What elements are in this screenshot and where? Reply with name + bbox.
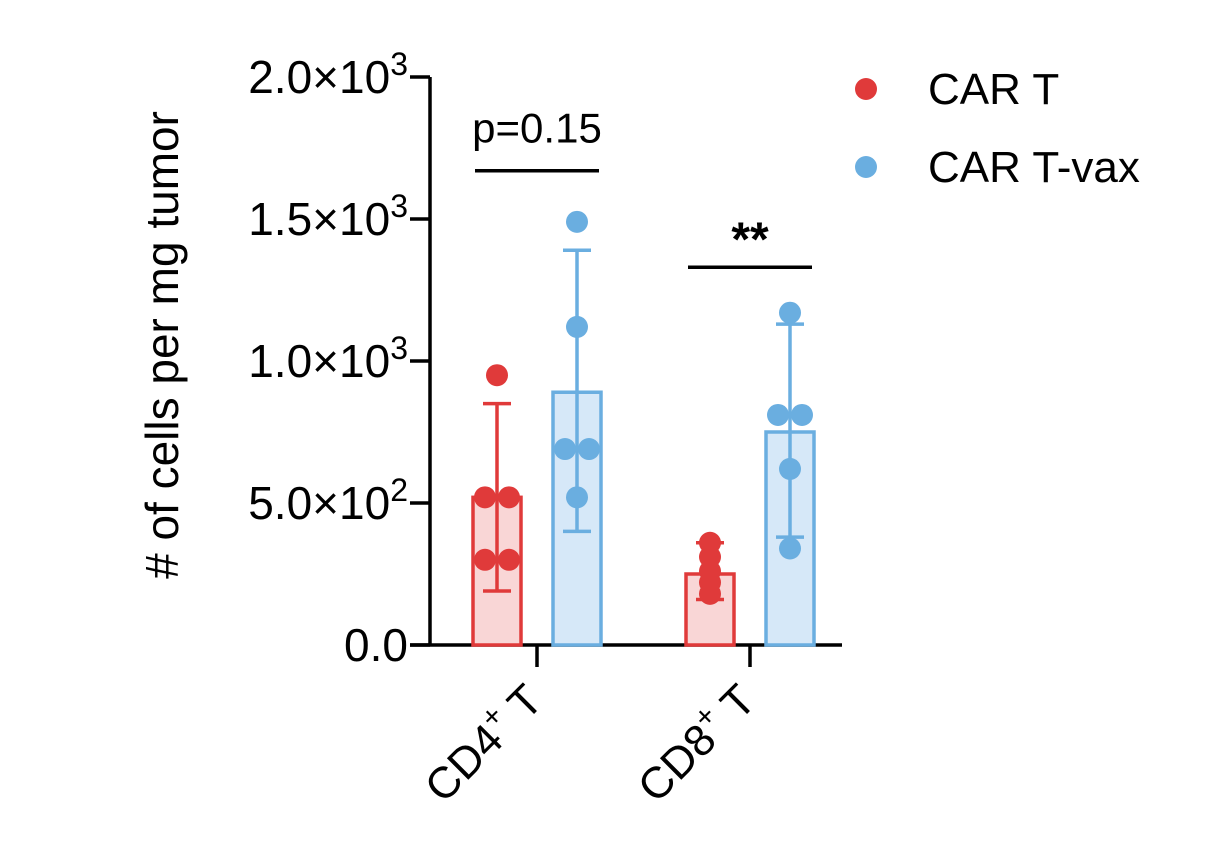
data-point (791, 403, 813, 426)
y-tick-exponent: 3 (390, 188, 408, 224)
y-tick-mantissa: 5.0×10 (248, 477, 390, 529)
y-tick-mantissa: 0.0 (344, 619, 408, 671)
y-tick-exponent: 2 (390, 472, 408, 508)
y-tick-exponent: 3 (390, 330, 408, 366)
data-point (566, 315, 588, 338)
data-point (779, 457, 801, 480)
y-tick-label: 1.0×103 (248, 330, 408, 387)
data-point (566, 210, 588, 233)
y-tick-mantissa: 1.5×10 (248, 193, 390, 245)
y-tick-label: 5.0×102 (248, 472, 408, 529)
data-point (498, 486, 520, 509)
data-point (474, 548, 496, 571)
y-tick-mantissa: 1.0×10 (248, 335, 390, 387)
legend-label: CAR T (928, 65, 1059, 114)
legend-marker (855, 156, 877, 178)
x-tick-label: CD8+ T (625, 672, 765, 812)
y-tick-label: 1.5×103 (248, 188, 408, 245)
legend-label: CAR T-vax (928, 143, 1140, 192)
data-point (779, 301, 801, 324)
data-point (699, 582, 721, 605)
data-point (554, 438, 576, 461)
y-tick-exponent: 3 (390, 46, 408, 82)
data-point (578, 438, 600, 461)
p-value-label: p=0.15 (472, 105, 602, 152)
y-axis-label: # of cells per mg tumor (136, 111, 188, 579)
data-point (498, 548, 520, 571)
data-point (779, 537, 801, 560)
legend-marker (855, 78, 877, 100)
y-tick-label: 0.0 (344, 619, 408, 671)
y-tick-label: 2.0×103 (248, 46, 408, 103)
y-tick-mantissa: 2.0×10 (248, 51, 390, 103)
significance-stars: ** (731, 213, 769, 266)
data-point (486, 364, 508, 387)
data-point (474, 486, 496, 509)
data-point (767, 403, 789, 426)
data-point (566, 486, 588, 509)
x-tick-label: CD4+ T (412, 672, 552, 812)
